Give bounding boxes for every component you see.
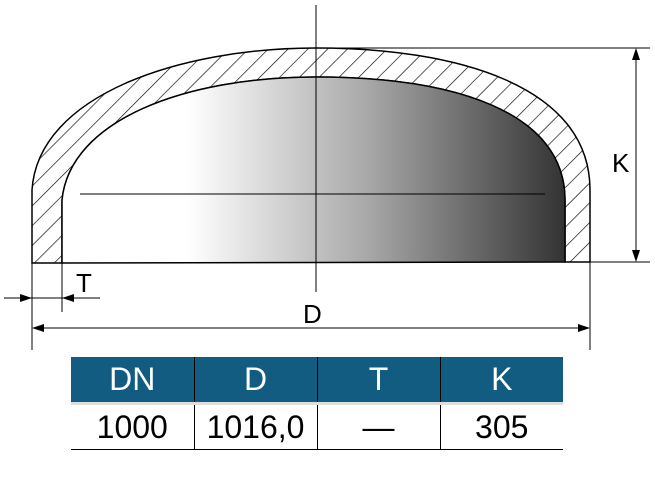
cell-d: 1016,0 <box>193 403 318 450</box>
cell-k: 305 <box>439 403 563 450</box>
header-dn: DN <box>71 357 195 405</box>
table-header-row: DN D T K <box>71 357 563 405</box>
d-label: D <box>303 299 322 329</box>
dimensions-table: DN D T K 1000 1016,0 — 305 <box>71 357 563 450</box>
k-label: K <box>612 148 630 178</box>
header-t: T <box>316 357 441 405</box>
end-cap-drawing: K T D <box>4 5 650 350</box>
t-label: T <box>76 268 92 298</box>
header-k: K <box>439 357 563 405</box>
header-d: D <box>193 357 318 405</box>
cell-dn: 1000 <box>71 403 195 450</box>
cell-t: — <box>316 403 441 450</box>
table-row: 1000 1016,0 — 305 <box>71 403 563 450</box>
